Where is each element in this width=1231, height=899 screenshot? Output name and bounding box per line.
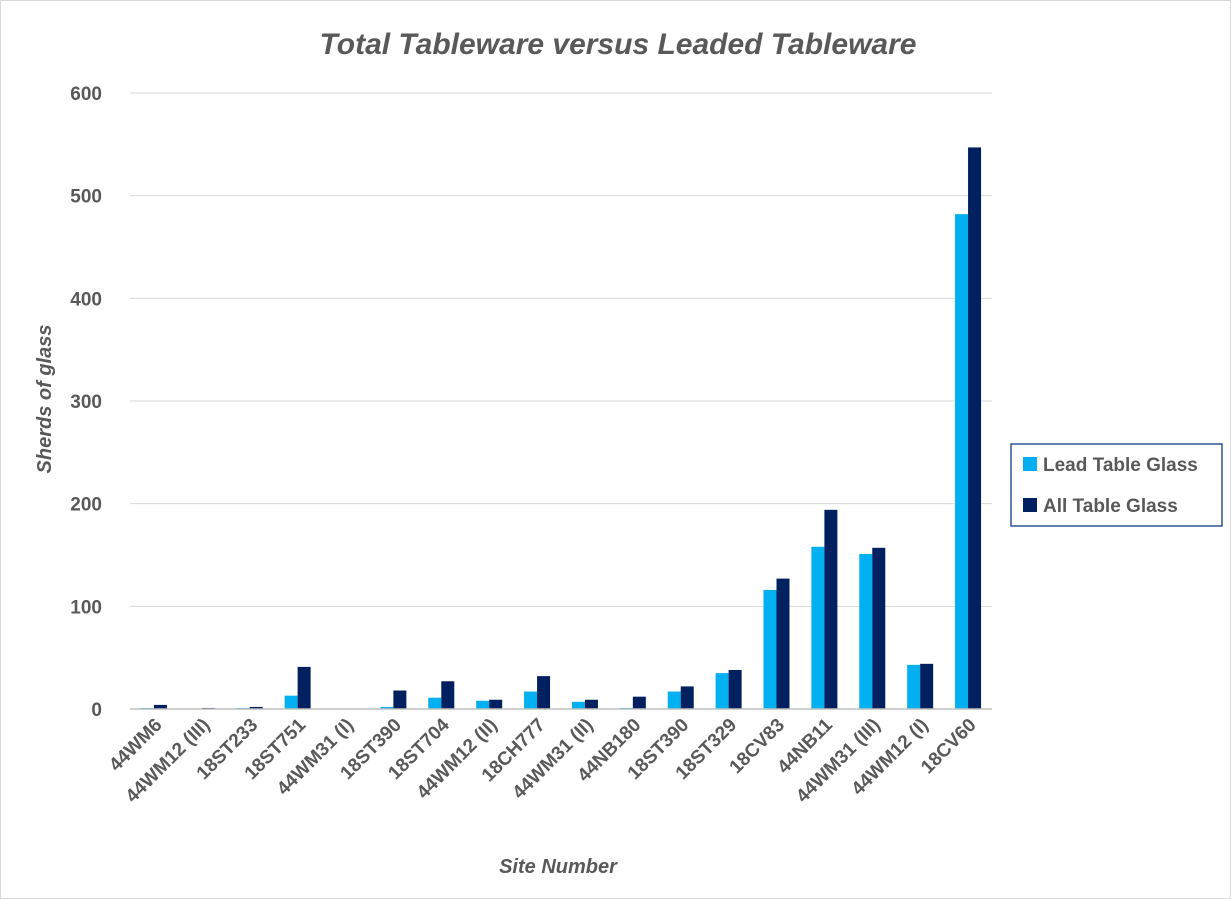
bar-all-table-glass-18st390	[680, 686, 694, 709]
bar-all-table-glass-18ch777	[537, 676, 551, 709]
legend-swatch-lead-table-glass	[1023, 457, 1037, 471]
bar-lead-table-glass-18ch777	[524, 691, 538, 709]
bar-lead-table-glass-18st390	[380, 706, 394, 709]
y-axis-ticks: 0 100 200 300 400 500 600	[70, 84, 102, 721]
bar-all-table-glass-18st751	[297, 666, 311, 709]
bars	[140, 147, 982, 709]
bar-lead-table-glass-18st704	[428, 697, 442, 709]
legend: Lead Table Glass All Table Glass	[1010, 443, 1223, 527]
y-tick-label: 500	[70, 187, 102, 208]
bar-lead-table-glass-18st390	[667, 691, 681, 709]
bar-all-table-glass-18st329	[728, 669, 742, 709]
y-tick-label: 100	[70, 597, 102, 618]
bar-all-table-glass-18cv60	[968, 147, 982, 709]
bar-all-table-glass-44wm31-ii	[584, 699, 598, 709]
bar-lead-table-glass-18st329	[715, 673, 729, 709]
bar-lead-table-glass-18cv60	[955, 214, 969, 709]
bar-lead-table-glass-44wm12-i	[907, 664, 921, 709]
bar-lead-table-glass-44wm12-ii	[476, 700, 490, 709]
legend-box	[1010, 443, 1223, 527]
bar-lead-table-glass-44nb11	[811, 546, 825, 709]
bar-all-table-glass-44wm12-ii	[489, 699, 503, 709]
legend-label-all-table-glass: All Table Glass	[1043, 496, 1178, 517]
y-tick-label: 200	[70, 495, 102, 516]
y-tick-label: 0	[91, 700, 102, 721]
bar-all-table-glass-44nb11	[824, 509, 838, 709]
bar-all-table-glass-18st233	[249, 706, 263, 709]
bar-all-table-glass-18st704	[441, 681, 455, 709]
y-tick-label: 600	[70, 84, 102, 105]
y-tick-label: 300	[70, 392, 102, 413]
bar-all-table-glass-44wm31-iii	[872, 547, 886, 709]
bar-lead-table-glass-18cv83	[763, 589, 777, 709]
bar-all-table-glass-18st390	[393, 690, 407, 709]
x-axis-title: Site Number	[499, 856, 618, 878]
y-axis-title: Sherds of glass	[34, 325, 56, 474]
chart-title: Total Tableware versus Leaded Tableware	[320, 28, 917, 61]
bar-lead-table-glass-44wm31-ii	[571, 701, 585, 709]
bar-all-table-glass-44wm12-i	[920, 663, 934, 709]
legend-swatch-all-table-glass	[1023, 498, 1037, 512]
bar-all-table-glass-44nb180	[632, 696, 646, 709]
y-tick-label: 400	[70, 289, 102, 310]
bar-all-table-glass-44wm6	[153, 704, 167, 709]
gridlines	[130, 92, 992, 607]
bar-all-table-glass-18cv83	[776, 578, 790, 709]
bar-lead-table-glass-18st751	[284, 695, 298, 709]
bar-lead-table-glass-44wm31-iii	[859, 553, 873, 709]
legend-label-lead-table-glass: Lead Table Glass	[1043, 455, 1198, 476]
